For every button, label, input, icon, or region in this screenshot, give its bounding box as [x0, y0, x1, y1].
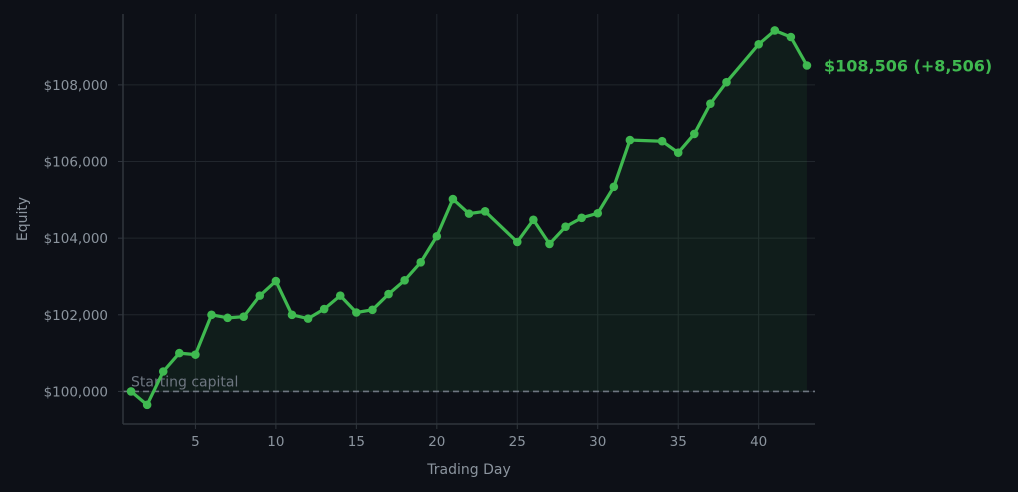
- data-point: [191, 350, 200, 359]
- data-point: [432, 231, 442, 241]
- x-axis-label: Trading Day: [426, 462, 510, 478]
- data-point: [722, 77, 731, 87]
- equity-line: [129, 28, 809, 407]
- data-point: [545, 239, 554, 249]
- y-ticks: $100,000 $102,000 $104,000 $106,000 $108,000: [44, 78, 123, 400]
- data-point: [512, 237, 522, 247]
- data-point: [786, 32, 796, 42]
- data-point: [593, 208, 603, 218]
- reference-line-group: Starting capital: [123, 374, 815, 393]
- data-point: [239, 312, 248, 322]
- data-point: [754, 39, 763, 49]
- equity-points: [126, 26, 812, 410]
- data-point: [561, 222, 570, 231]
- starting-capital-label: Starting capital: [131, 374, 238, 390]
- data-point: [352, 308, 361, 317]
- y-tick-label: $104,000: [44, 231, 108, 247]
- data-point: [529, 215, 538, 225]
- y-tick-label: $102,000: [44, 308, 108, 324]
- x-tick-label: 10: [267, 434, 284, 450]
- data-point: [706, 99, 715, 108]
- x-tick-label: 5: [191, 434, 200, 450]
- x-ticks: 5 10 15 20 25 30 35 40: [191, 424, 767, 450]
- data-point: [207, 310, 216, 320]
- data-point: [335, 291, 345, 300]
- data-point: [384, 289, 393, 299]
- data-point: [673, 148, 683, 158]
- x-tick-label: 30: [589, 434, 606, 450]
- data-point: [287, 310, 297, 320]
- axes: [122, 14, 815, 425]
- data-point: [368, 305, 377, 315]
- data-point: [770, 26, 780, 35]
- y-tick-label: $108,000: [44, 78, 108, 94]
- y-axis-label: Equity: [15, 197, 31, 241]
- data-point: [158, 367, 168, 376]
- data-point: [255, 291, 265, 300]
- data-point: [175, 348, 184, 358]
- data-point: [400, 276, 409, 285]
- y-tick-label: $100,000: [44, 384, 108, 400]
- data-point: [657, 136, 667, 146]
- data-point: [416, 257, 426, 267]
- data-point: [126, 387, 136, 396]
- data-point: [480, 207, 490, 216]
- data-point: [319, 304, 329, 314]
- data-point: [609, 182, 619, 192]
- data-point: [625, 135, 635, 145]
- data-point: [223, 313, 232, 323]
- x-tick-label: 40: [750, 434, 767, 450]
- equity-line-series: [129, 28, 809, 407]
- final-equity-label: $108,506 (+8,506): [824, 56, 992, 75]
- data-point: [303, 314, 313, 323]
- data-point: [690, 129, 699, 139]
- data-point: [464, 209, 474, 218]
- y-tick-label: $106,000: [44, 155, 108, 171]
- data-point: [271, 276, 281, 286]
- x-tick-label: 15: [348, 434, 365, 450]
- data-point: [142, 400, 152, 410]
- data-point: [802, 61, 812, 70]
- x-tick-label: 35: [670, 434, 687, 450]
- x-tick-label: 25: [509, 434, 526, 450]
- data-point: [577, 213, 586, 223]
- x-tick-label: 20: [428, 434, 445, 450]
- data-point: [448, 194, 458, 204]
